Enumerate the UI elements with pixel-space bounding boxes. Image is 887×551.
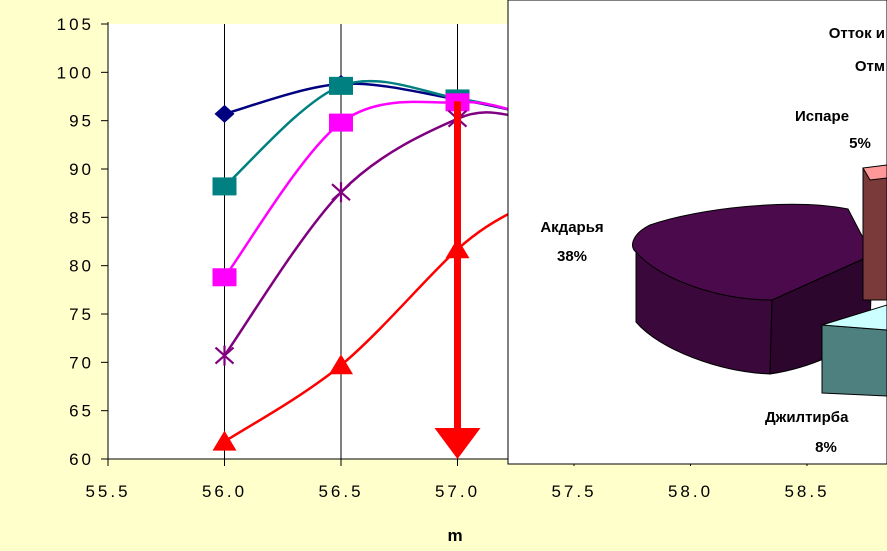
x-tick-label: 57.5 <box>551 482 596 501</box>
y-tick-label: 100 <box>57 63 94 82</box>
pie-title-line-1: Отток и <box>829 25 885 42</box>
data-point <box>212 430 237 451</box>
x-tick-label: 56.5 <box>318 482 363 501</box>
y-tick-label: 90 <box>69 160 94 179</box>
x-tick-label: 56.0 <box>202 482 247 501</box>
pie-label-akdarya: Акдарья <box>540 219 603 236</box>
x-tick-label: 58.5 <box>784 482 829 501</box>
pie-slice-isparenie-side <box>862 167 887 301</box>
pie-labels: Акдарья 38% Испаре 5% Джилтирба 8% <box>540 108 871 456</box>
pie-chart-panel: Отток и Отм Акдарья 38% Испаре 5% Джилти… <box>507 0 887 465</box>
series-lines <box>212 74 517 451</box>
marker-arrow <box>434 101 481 459</box>
x-tick-label: 55.5 <box>85 482 130 501</box>
pie-slice-akdarya <box>632 203 873 301</box>
y-tick-labels: 60 65 70 75 80 85 90 95 100 105 <box>57 15 94 469</box>
pie-slice-dzhiltirba <box>821 304 887 331</box>
x-tick-label: 58.0 <box>668 482 713 501</box>
data-point <box>212 177 237 196</box>
pie-percent-dzhiltirba: 8% <box>815 439 837 456</box>
series-line-3 <box>223 100 516 279</box>
series-line-4 <box>223 111 516 357</box>
data-point <box>331 182 351 203</box>
x-axis-label: m <box>447 526 462 545</box>
y-tick-label: 60 <box>69 450 94 469</box>
data-point <box>214 104 235 123</box>
pie-label-isparenie: Испаре <box>795 108 849 125</box>
arrow-head <box>434 428 481 459</box>
pie-slices <box>632 164 887 397</box>
x-tick-labels: 55.5 56.0 56.5 57.0 57.5 58.0 58.5 <box>85 482 829 501</box>
data-point <box>214 345 235 366</box>
data-point <box>329 76 353 95</box>
y-tick-label: 105 <box>57 15 94 34</box>
y-tick-label: 70 <box>69 353 94 372</box>
data-point <box>329 354 353 375</box>
pie-label-dzhiltirba: Джилтирба <box>765 409 849 426</box>
y-tick-label: 80 <box>69 257 94 276</box>
pie-slice-dzhiltirba-side <box>821 324 887 397</box>
x-tick-label: 57.0 <box>435 482 480 501</box>
series-line-5 <box>223 208 517 443</box>
pie-percent-akdarya: 38% <box>557 248 587 265</box>
pie-slice-isparenie <box>862 164 887 181</box>
y-tick-label: 75 <box>69 305 94 324</box>
pie-percent-isparenie: 5% <box>849 135 871 152</box>
data-point <box>329 113 353 132</box>
pie-title-line-2: Отм <box>855 58 885 75</box>
y-tick-label: 95 <box>69 112 94 131</box>
y-tick-label: 65 <box>69 402 94 421</box>
y-tick-label: 85 <box>69 208 94 227</box>
data-point <box>212 268 237 287</box>
